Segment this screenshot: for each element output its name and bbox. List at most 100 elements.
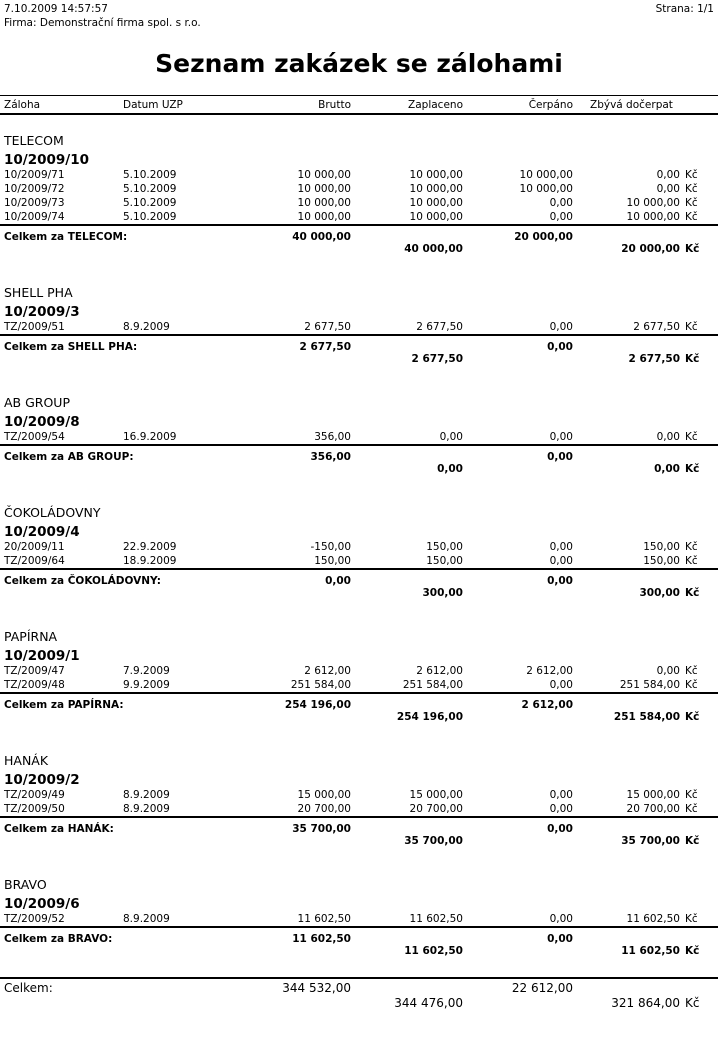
group-total-used: 20 000,00: [514, 231, 573, 243]
currency-label: Kč: [685, 541, 698, 553]
uzp-date: 5.10.2009: [123, 211, 177, 223]
group-total-used: 0,00: [547, 933, 573, 945]
advance-number: 10/2009/72: [4, 183, 65, 195]
grand-total-paid: 344 476,00: [394, 996, 463, 1010]
group-total-remaining: 11 602,50: [621, 945, 680, 957]
col-header-datum: Datum UZP: [123, 99, 183, 111]
uzp-date: 5.10.2009: [123, 197, 177, 209]
used-value: 0,00: [549, 541, 573, 553]
group-total-brutto: 40 000,00: [292, 231, 351, 243]
brutto-value: 2 612,00: [304, 665, 351, 677]
customer-name: AB GROUP: [4, 395, 70, 410]
advance-number: 20/2009/11: [4, 541, 65, 553]
used-value: 0,00: [549, 679, 573, 691]
grand-total-used: 22 612,00: [511, 981, 573, 995]
grand-total-remaining: 321 864,00: [611, 996, 680, 1010]
currency-label: Kč: [685, 463, 700, 475]
group-total-paid: 254 196,00: [396, 711, 463, 723]
paid-value: 10 000,00: [409, 197, 463, 209]
group-total-remaining: 0,00: [654, 463, 680, 475]
group-total-rule: [0, 816, 718, 818]
currency-label: Kč: [685, 169, 698, 181]
brutto-value: 10 000,00: [297, 183, 351, 195]
group-total-label: Celkem za ČOKOLÁDOVNY:: [4, 575, 161, 587]
uzp-date: 8.9.2009: [123, 913, 170, 925]
paid-value: 10 000,00: [409, 183, 463, 195]
brutto-value: 10 000,00: [297, 211, 351, 223]
advance-number: TZ/2009/51: [4, 321, 65, 333]
currency-label: Kč: [685, 211, 698, 223]
customer-name: TELECOM: [4, 133, 64, 148]
group-total-paid: 11 602,50: [404, 945, 463, 957]
remaining-value: 0,00: [656, 665, 680, 677]
customer-name: SHELL PHA: [4, 285, 73, 300]
group-total-remaining: 300,00: [639, 587, 680, 599]
paid-value: 150,00: [426, 555, 463, 567]
used-value: 10 000,00: [519, 183, 573, 195]
remaining-value: 150,00: [643, 555, 680, 567]
grand-total-label: Celkem:: [4, 981, 53, 995]
currency-label: Kč: [685, 679, 698, 691]
remaining-value: 0,00: [656, 169, 680, 181]
group-total-brutto: 2 677,50: [299, 341, 351, 353]
brutto-value: 356,00: [314, 431, 351, 443]
group-total-paid: 0,00: [437, 463, 463, 475]
currency-label: Kč: [685, 996, 700, 1010]
currency-label: Kč: [685, 587, 700, 599]
paid-value: 2 612,00: [416, 665, 463, 677]
group-total-label: Celkem za AB GROUP:: [4, 451, 134, 463]
group-total-label: Celkem za HANÁK:: [4, 823, 114, 835]
uzp-date: 7.9.2009: [123, 665, 170, 677]
group-total-rule: [0, 444, 718, 446]
order-number: 10/2009/10: [4, 152, 90, 168]
order-number: 10/2009/3: [4, 304, 80, 320]
uzp-date: 5.10.2009: [123, 169, 177, 181]
group-total-label: Celkem za PAPÍRNA:: [4, 699, 124, 711]
group-total-remaining: 20 000,00: [621, 243, 680, 255]
advance-number: TZ/2009/49: [4, 789, 65, 801]
paid-value: 10 000,00: [409, 169, 463, 181]
group-total-used: 0,00: [547, 341, 573, 353]
brutto-value: 10 000,00: [297, 169, 351, 181]
group-total-brutto: 11 602,50: [292, 933, 351, 945]
advance-number: TZ/2009/48: [4, 679, 65, 691]
group-total-rule: [0, 692, 718, 694]
order-number: 10/2009/2: [4, 772, 80, 788]
group-total-brutto: 35 700,00: [292, 823, 351, 835]
used-value: 0,00: [549, 555, 573, 567]
currency-label: Kč: [685, 353, 700, 365]
advance-number: TZ/2009/64: [4, 555, 65, 567]
remaining-value: 11 602,50: [626, 913, 680, 925]
uzp-date: 8.9.2009: [123, 789, 170, 801]
group-total-rule: [0, 334, 718, 336]
paid-value: 10 000,00: [409, 211, 463, 223]
order-number: 10/2009/1: [4, 648, 80, 664]
advance-number: TZ/2009/50: [4, 803, 65, 815]
used-value: 0,00: [549, 803, 573, 815]
brutto-value: 10 000,00: [297, 197, 351, 209]
used-value: 0,00: [549, 321, 573, 333]
page-number: Strana: 1/1: [655, 3, 714, 15]
uzp-date: 18.9.2009: [123, 555, 177, 567]
remaining-value: 251 584,00: [619, 679, 680, 691]
group-total-rule: [0, 926, 718, 928]
order-number: 10/2009/6: [4, 896, 80, 912]
order-number: 10/2009/8: [4, 414, 80, 430]
group-total-remaining: 2 677,50: [628, 353, 680, 365]
group-total-brutto: 356,00: [310, 451, 351, 463]
group-total-brutto: 254 196,00: [284, 699, 351, 711]
currency-label: Kč: [685, 431, 698, 443]
currency-label: Kč: [685, 243, 700, 255]
remaining-value: 150,00: [643, 541, 680, 553]
uzp-date: 16.9.2009: [123, 431, 177, 443]
brutto-value: 15 000,00: [297, 789, 351, 801]
group-total-label: Celkem za TELECOM:: [4, 231, 128, 243]
group-total-used: 0,00: [547, 575, 573, 587]
customer-name: PAPÍRNA: [4, 629, 58, 644]
currency-label: Kč: [685, 711, 700, 723]
group-total-brutto: 0,00: [325, 575, 351, 587]
group-total-label: Celkem za BRAVO:: [4, 933, 113, 945]
currency-label: Kč: [685, 913, 698, 925]
group-total-used: 0,00: [547, 451, 573, 463]
grand-total-rule: [0, 977, 718, 979]
